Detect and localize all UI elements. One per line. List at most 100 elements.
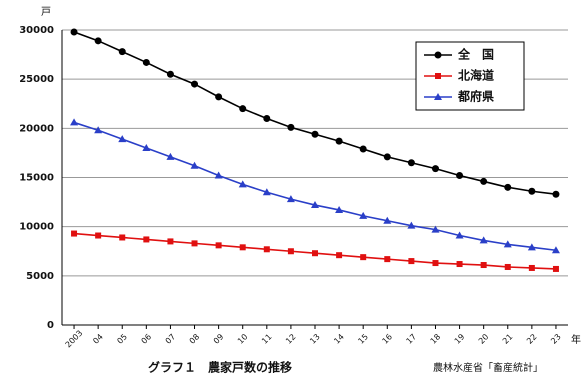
point — [312, 250, 318, 257]
point — [71, 230, 78, 237]
point — [359, 211, 368, 219]
x-tick-label: 08 — [188, 332, 202, 346]
point — [263, 115, 271, 122]
point — [552, 190, 560, 198]
point — [551, 246, 560, 254]
point — [262, 188, 271, 196]
point — [311, 201, 319, 209]
point — [456, 261, 463, 268]
point — [408, 258, 415, 265]
point — [94, 126, 103, 134]
point — [238, 180, 247, 188]
point — [119, 234, 126, 241]
y-unit: 戸 — [41, 6, 51, 18]
chart-title: グラフ１ 農家戸数の推移 — [148, 360, 292, 375]
point — [504, 183, 512, 191]
point — [215, 93, 223, 101]
point — [190, 161, 199, 169]
point — [118, 48, 126, 56]
point — [480, 262, 487, 269]
point — [431, 165, 439, 173]
source: 農林水産省「畜産統計」 — [433, 361, 543, 374]
point — [142, 58, 150, 66]
legend-label: 都府県 — [457, 89, 494, 104]
point — [527, 243, 536, 251]
point — [166, 70, 174, 78]
point — [239, 105, 247, 113]
point — [118, 135, 127, 143]
y-tick-label: 10000 — [19, 222, 54, 233]
legend-label: 北海道 — [458, 68, 494, 83]
point — [407, 159, 415, 167]
point — [455, 231, 464, 239]
x-tick-label: 23 — [549, 332, 563, 346]
x-tick-label: 19 — [453, 332, 467, 346]
point — [167, 238, 174, 245]
x-tick-label: 05 — [115, 332, 129, 346]
point — [479, 236, 488, 244]
x-unit: 年 — [571, 333, 581, 346]
y-tick-label: 15000 — [19, 173, 54, 184]
x-tick-label: 10 — [236, 332, 250, 346]
point — [431, 225, 440, 233]
point — [360, 254, 367, 261]
x-tick-label: 07 — [164, 332, 178, 346]
point — [528, 264, 535, 271]
point — [263, 246, 270, 253]
x-tick-label: 20 — [477, 332, 491, 346]
legend-marker — [434, 51, 442, 59]
point — [191, 80, 199, 88]
x-tick-label: 14 — [332, 332, 346, 346]
point — [407, 221, 416, 229]
point — [311, 130, 319, 138]
point — [384, 256, 391, 263]
point — [142, 144, 151, 151]
point — [70, 28, 78, 36]
point — [336, 252, 343, 259]
y-tick-label: 20000 — [19, 123, 54, 134]
point — [503, 240, 512, 248]
point — [528, 187, 536, 195]
point — [215, 242, 222, 249]
series-line — [73, 121, 557, 252]
y-tick-label: 5000 — [26, 271, 54, 282]
x-tick-label: 15 — [356, 332, 370, 346]
x-tick-label: 22 — [525, 332, 539, 346]
point — [432, 260, 439, 267]
legend-label: 全 国 — [457, 47, 494, 62]
x-tick-label: 06 — [140, 332, 154, 346]
point — [552, 265, 559, 272]
point — [191, 240, 198, 247]
point — [70, 118, 79, 126]
point — [287, 123, 295, 131]
x-tick-label: 21 — [501, 332, 515, 346]
y-tick-label: 0 — [47, 320, 54, 331]
x-tick-label: 09 — [212, 332, 226, 346]
point — [166, 152, 175, 160]
point — [504, 263, 511, 270]
point — [286, 195, 295, 203]
x-tick-label: 13 — [308, 332, 322, 346]
point — [95, 232, 102, 239]
y-tick-label: 25000 — [19, 74, 54, 85]
point — [383, 153, 391, 161]
point — [480, 177, 488, 185]
x-tick-label: 12 — [284, 332, 298, 346]
point — [359, 145, 367, 153]
point — [335, 137, 343, 145]
legend-marker — [434, 93, 442, 100]
point — [287, 248, 294, 255]
point — [214, 171, 223, 179]
y-tick-label: 30000 — [19, 25, 54, 36]
point — [94, 37, 102, 45]
point — [456, 172, 464, 180]
point — [383, 216, 392, 224]
x-tick-label: 18 — [429, 332, 443, 346]
x-tick-label: 11 — [260, 332, 274, 346]
point — [143, 236, 150, 243]
x-tick-label: 16 — [381, 332, 395, 346]
point — [239, 244, 246, 251]
x-tick-label: 17 — [405, 332, 419, 346]
point — [335, 205, 344, 213]
